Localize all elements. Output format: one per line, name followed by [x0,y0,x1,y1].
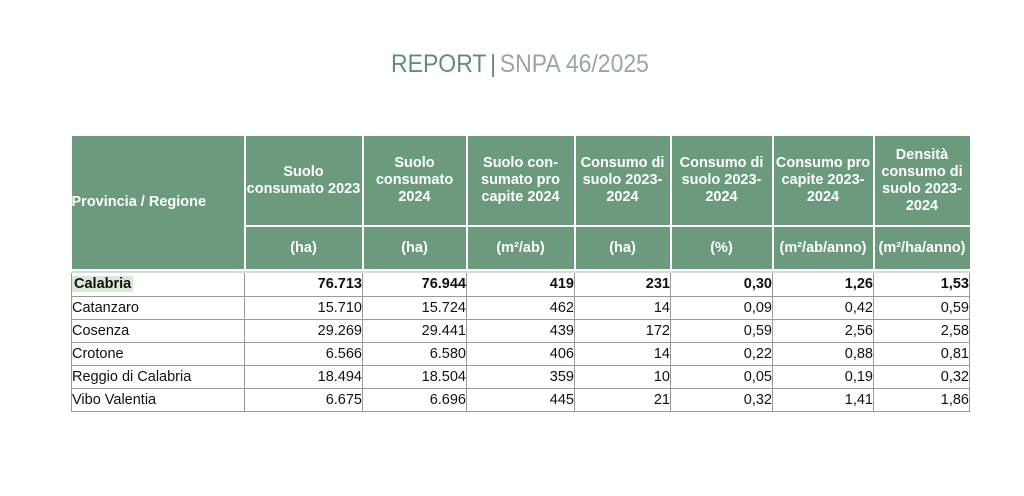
cell-value: 6.675 [244,388,363,412]
table-row: Crotone 6.566 6.580 406 14 0,22 0,88 0,8… [71,342,970,366]
table-row: Vibo Valentia 6.675 6.696 445 21 0,32 1,… [71,388,970,412]
cell-value: 462 [466,296,575,320]
cell-value: 1,26 [772,273,874,297]
cell-value: 0,22 [670,342,773,366]
cell-value: 15.724 [362,296,467,320]
cell-value: 15.710 [244,296,363,320]
header-suolo-2024: Suolo consumato 2024 [362,136,468,227]
cell-value: 0,09 [670,296,773,320]
cell-value: 10 [574,365,671,389]
cell-value: 419 [466,273,575,297]
table-row: Calabria 76.713 76.944 419 231 0,30 1,26… [71,273,970,297]
cell-value: 1,53 [873,273,970,297]
cell-value: 1,41 [772,388,874,412]
row-name: Calabria [71,273,245,297]
header-pro-capite-2024: Suolo con-sumato pro capite 2024 [466,136,576,227]
unit-suolo-2023: (ha) [244,226,364,271]
cell-value: 14 [574,296,671,320]
cell-value: 18.504 [362,365,467,389]
row-name: Crotone [71,342,245,366]
cell-value: 0,32 [670,388,773,412]
unit-consumo-ha: (ha) [574,226,672,271]
cell-value: 21 [574,388,671,412]
row-name: Reggio di Calabria [71,365,245,389]
cell-value: 359 [466,365,575,389]
cell-value: 29.441 [362,319,467,343]
unit-densita: (m²/ha/anno) [873,226,970,271]
header-provincia: Provincia / Regione [71,136,246,271]
row-name: Vibo Valentia [71,388,245,412]
table-unit-row: (ha) (ha) (m²/ab) (ha) (%) (m²/ab/anno) … [72,226,970,271]
table-header-row: Provincia / Regione Suolo consumato 2023… [71,136,970,271]
header-consumo-pro-capite: Consumo pro capite 2023-2024 [772,136,875,227]
table-row: Reggio di Calabria 18.494 18.504 359 10 … [71,365,970,389]
report-label: REPORT [391,50,487,78]
cell-value: 6.580 [362,342,467,366]
row-name: Cosenza [71,319,245,343]
soil-consumption-table: Provincia / Regione Suolo consumato 2023… [71,136,970,412]
header-suolo-2023: Suolo consumato 2023 [244,136,364,227]
report-header: REPORT | SNPA 46/2025 [42,50,999,79]
cell-value: 0,59 [873,296,970,320]
cell-value: 445 [466,388,575,412]
unit-suolo-2024: (ha) [362,226,468,271]
header-separator: | [490,50,497,78]
cell-value: 29.269 [244,319,363,343]
cell-value: 0,42 [772,296,874,320]
cell-value: 439 [466,319,575,343]
table-row: Cosenza 29.269 29.441 439 172 0,59 2,56 … [71,319,970,343]
cell-value: 76.944 [362,273,467,297]
cell-value: 0,88 [772,342,874,366]
cell-value: 0,32 [873,365,970,389]
cell-value: 18.494 [244,365,363,389]
cell-value: 172 [574,319,671,343]
cell-value: 2,58 [873,319,970,343]
cell-value: 231 [574,273,671,297]
cell-value: 14 [574,342,671,366]
cell-value: 406 [466,342,575,366]
report-code: SNPA 46/2025 [499,50,649,78]
header-consumo-pct: Consumo di suolo 2023-2024 [670,136,774,227]
unit-consumo-pct: (%) [670,226,774,271]
cell-value: 0,81 [873,342,970,366]
header-consumo-ha: Consumo di suolo 2023-2024 [574,136,672,227]
unit-pro-capite-2024: (m²/ab) [466,226,576,271]
cell-value: 0,59 [670,319,773,343]
cell-value: 6.696 [362,388,467,412]
unit-consumo-pro-capite: (m²/ab/anno) [772,226,875,271]
cell-value: 0,05 [670,365,773,389]
row-name: Catanzaro [71,296,245,320]
header-densita: Densità consumo di suolo 2023-2024 [873,136,970,227]
cell-value: 0,30 [670,273,773,297]
cell-value: 76.713 [244,273,363,297]
cell-value: 0,19 [772,365,874,389]
cell-value: 2,56 [772,319,874,343]
table-row: Catanzaro 15.710 15.724 462 14 0,09 0,42… [71,296,970,320]
cell-value: 6.566 [244,342,363,366]
cell-value: 1,86 [873,388,970,412]
header-gap [71,270,970,273]
